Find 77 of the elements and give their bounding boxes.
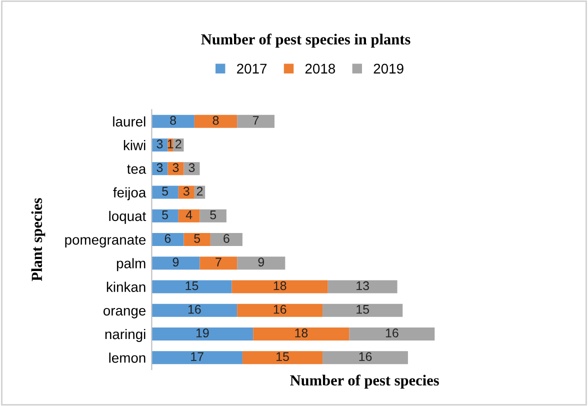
data-label: 4: [186, 210, 192, 220]
legend-label: 2017: [237, 64, 267, 74]
bar: [237, 114, 274, 128]
bar: [237, 256, 286, 270]
bar: [152, 304, 238, 317]
data-label: 16: [359, 352, 372, 362]
bar: [178, 209, 200, 222]
bar: [253, 328, 350, 341]
legend-label: 2018: [305, 64, 336, 74]
y-tick-label: lemon: [109, 352, 146, 363]
y-tick-label: feijoa: [113, 187, 146, 200]
y-tick-label: loquat: [109, 210, 146, 224]
bar: [152, 256, 200, 270]
bar: [210, 233, 242, 246]
y-tick-label: kiwi: [124, 140, 146, 150]
bar: [322, 304, 403, 317]
data-label: 17: [191, 352, 204, 361]
bar: [349, 328, 435, 341]
bar: [242, 351, 323, 364]
data-label: 7: [252, 116, 259, 125]
data-label: 8: [170, 116, 176, 125]
data-label: 9: [258, 258, 264, 267]
data-label: 5: [210, 210, 216, 220]
data-label: 5: [194, 234, 200, 243]
data-label: 5: [162, 210, 168, 220]
data-label: 16: [386, 328, 398, 338]
bar: [200, 209, 226, 222]
data-label: 15: [186, 281, 198, 290]
legend-label: 2019: [374, 64, 404, 74]
bar: [184, 233, 210, 246]
y-tick-label: naringi: [105, 328, 146, 342]
bar: [322, 351, 408, 364]
data-label: 3: [156, 140, 163, 148]
bar: [152, 186, 178, 199]
bar: [328, 280, 398, 294]
data-label: 16: [274, 304, 286, 314]
y-tick-label: pomegranate: [65, 236, 146, 248]
data-label: 13: [356, 281, 369, 290]
bar: [152, 114, 194, 128]
data-label: 6: [224, 234, 230, 243]
data-label: 3: [156, 163, 163, 172]
data-label: 15: [356, 305, 370, 314]
y-tick-label: kinkan: [106, 282, 146, 292]
data-label: 8: [212, 116, 219, 125]
y-tick-label: orange: [103, 308, 146, 318]
y-tick-label: laurel: [113, 116, 146, 127]
data-label: 2: [176, 140, 182, 148]
y-tick-label: tea: [127, 164, 146, 174]
bar: [200, 256, 238, 270]
x-axis-title: Number of pest species: [290, 374, 439, 389]
data-label: 16: [188, 304, 201, 314]
data-label: 9: [172, 258, 179, 267]
chart-title: Number of pest species in plants: [201, 34, 410, 48]
data-label: 19: [196, 328, 209, 338]
bar: [152, 209, 178, 222]
bar: [178, 186, 194, 199]
data-label: 18: [295, 328, 308, 338]
bar: [184, 162, 200, 176]
bar: [152, 351, 242, 364]
y-tick-label: palm: [116, 258, 146, 272]
data-label: 3: [172, 163, 179, 172]
bar: [237, 304, 323, 317]
bar: [152, 280, 232, 294]
data-label: 15: [276, 352, 289, 362]
data-label: 6: [164, 234, 171, 243]
bar: [168, 162, 184, 176]
y-axis-title: Plant species: [31, 198, 46, 282]
bar: [152, 233, 184, 246]
data-label: 5: [162, 186, 168, 196]
data-label: 3: [188, 163, 195, 172]
bar: [232, 280, 328, 294]
bar: [194, 114, 238, 128]
data-label: 18: [274, 281, 286, 290]
data-label: 3: [183, 186, 190, 196]
data-label: 2: [196, 186, 203, 196]
bar: [152, 328, 254, 341]
data-label: 7: [216, 258, 222, 266]
